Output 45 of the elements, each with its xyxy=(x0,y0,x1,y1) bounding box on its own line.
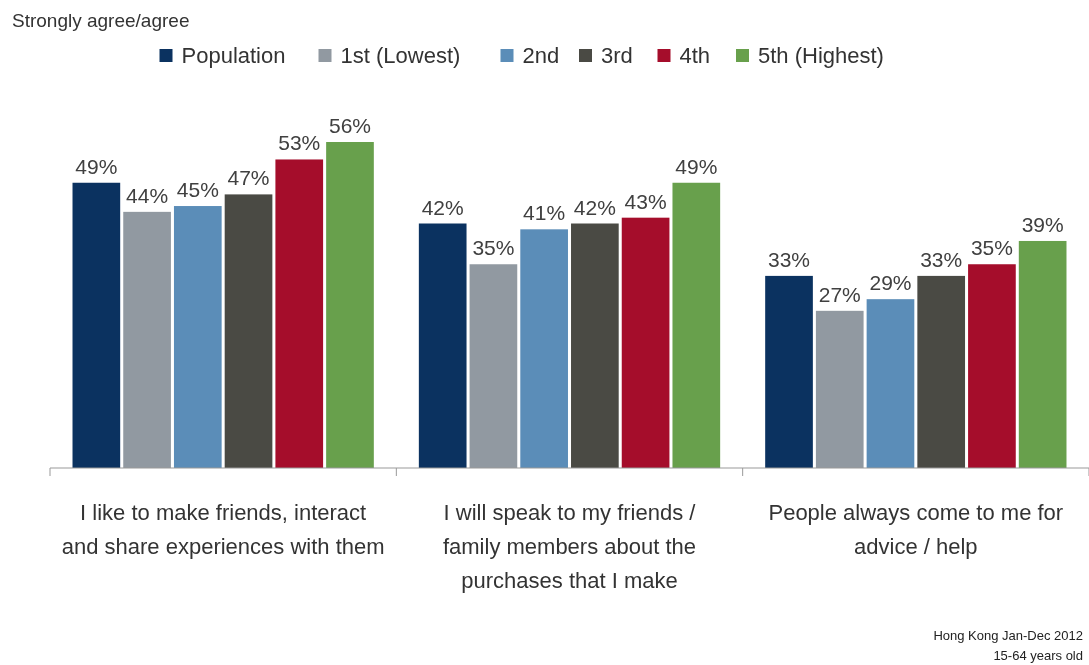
legend-label: 4th xyxy=(679,43,711,68)
data-label: 53% xyxy=(278,131,321,155)
data-label: 42% xyxy=(573,195,616,219)
data-label: 39% xyxy=(1021,212,1064,236)
legend-label: 3rd xyxy=(601,43,633,68)
bar xyxy=(418,223,467,468)
x-tick-label: I will speak to my friends / family members about the purchases that I make xyxy=(442,500,697,593)
data-label: 35% xyxy=(970,236,1013,260)
data-label: 49% xyxy=(675,154,718,178)
data-label: 43% xyxy=(624,189,667,213)
bar xyxy=(173,206,222,468)
bar xyxy=(326,142,374,468)
legend-label: 2nd xyxy=(522,43,560,68)
data-label: 33% xyxy=(768,247,811,271)
bar xyxy=(866,299,915,468)
data-label: 42% xyxy=(421,195,464,219)
text: Hong Kong Jan-Dec 2012 xyxy=(933,628,1083,643)
bar xyxy=(917,275,966,468)
x-tick-label: People always come to me for advice / help xyxy=(768,500,1064,559)
bar xyxy=(672,182,721,468)
data-label: 49% xyxy=(75,154,118,178)
data-label: 44% xyxy=(126,183,169,207)
bar xyxy=(765,275,813,468)
data-label: 35% xyxy=(472,236,515,260)
data-label: 33% xyxy=(920,247,963,271)
legend-label: 1st (Lowest) xyxy=(340,43,461,68)
data-label: 27% xyxy=(818,282,861,306)
bar xyxy=(72,182,121,468)
bar xyxy=(968,264,1016,468)
text: Strongly agree/agree xyxy=(12,10,190,31)
bar xyxy=(224,194,273,468)
bar xyxy=(571,223,619,468)
data-label: 45% xyxy=(176,178,219,202)
bar xyxy=(275,159,324,468)
data-label: 41% xyxy=(523,201,566,225)
data-label: 47% xyxy=(227,166,270,190)
bar xyxy=(621,217,670,468)
x-tick-label: I like to make friends, interact and share experiences with them xyxy=(61,500,385,559)
data-label: 56% xyxy=(328,114,371,137)
legend-label: 5th (Highest) xyxy=(758,43,884,68)
legend-label: Population xyxy=(181,43,286,68)
text: 15-64 years old xyxy=(993,648,1083,663)
bar xyxy=(520,229,568,468)
data-label: 29% xyxy=(869,271,912,295)
bar xyxy=(1018,240,1067,468)
